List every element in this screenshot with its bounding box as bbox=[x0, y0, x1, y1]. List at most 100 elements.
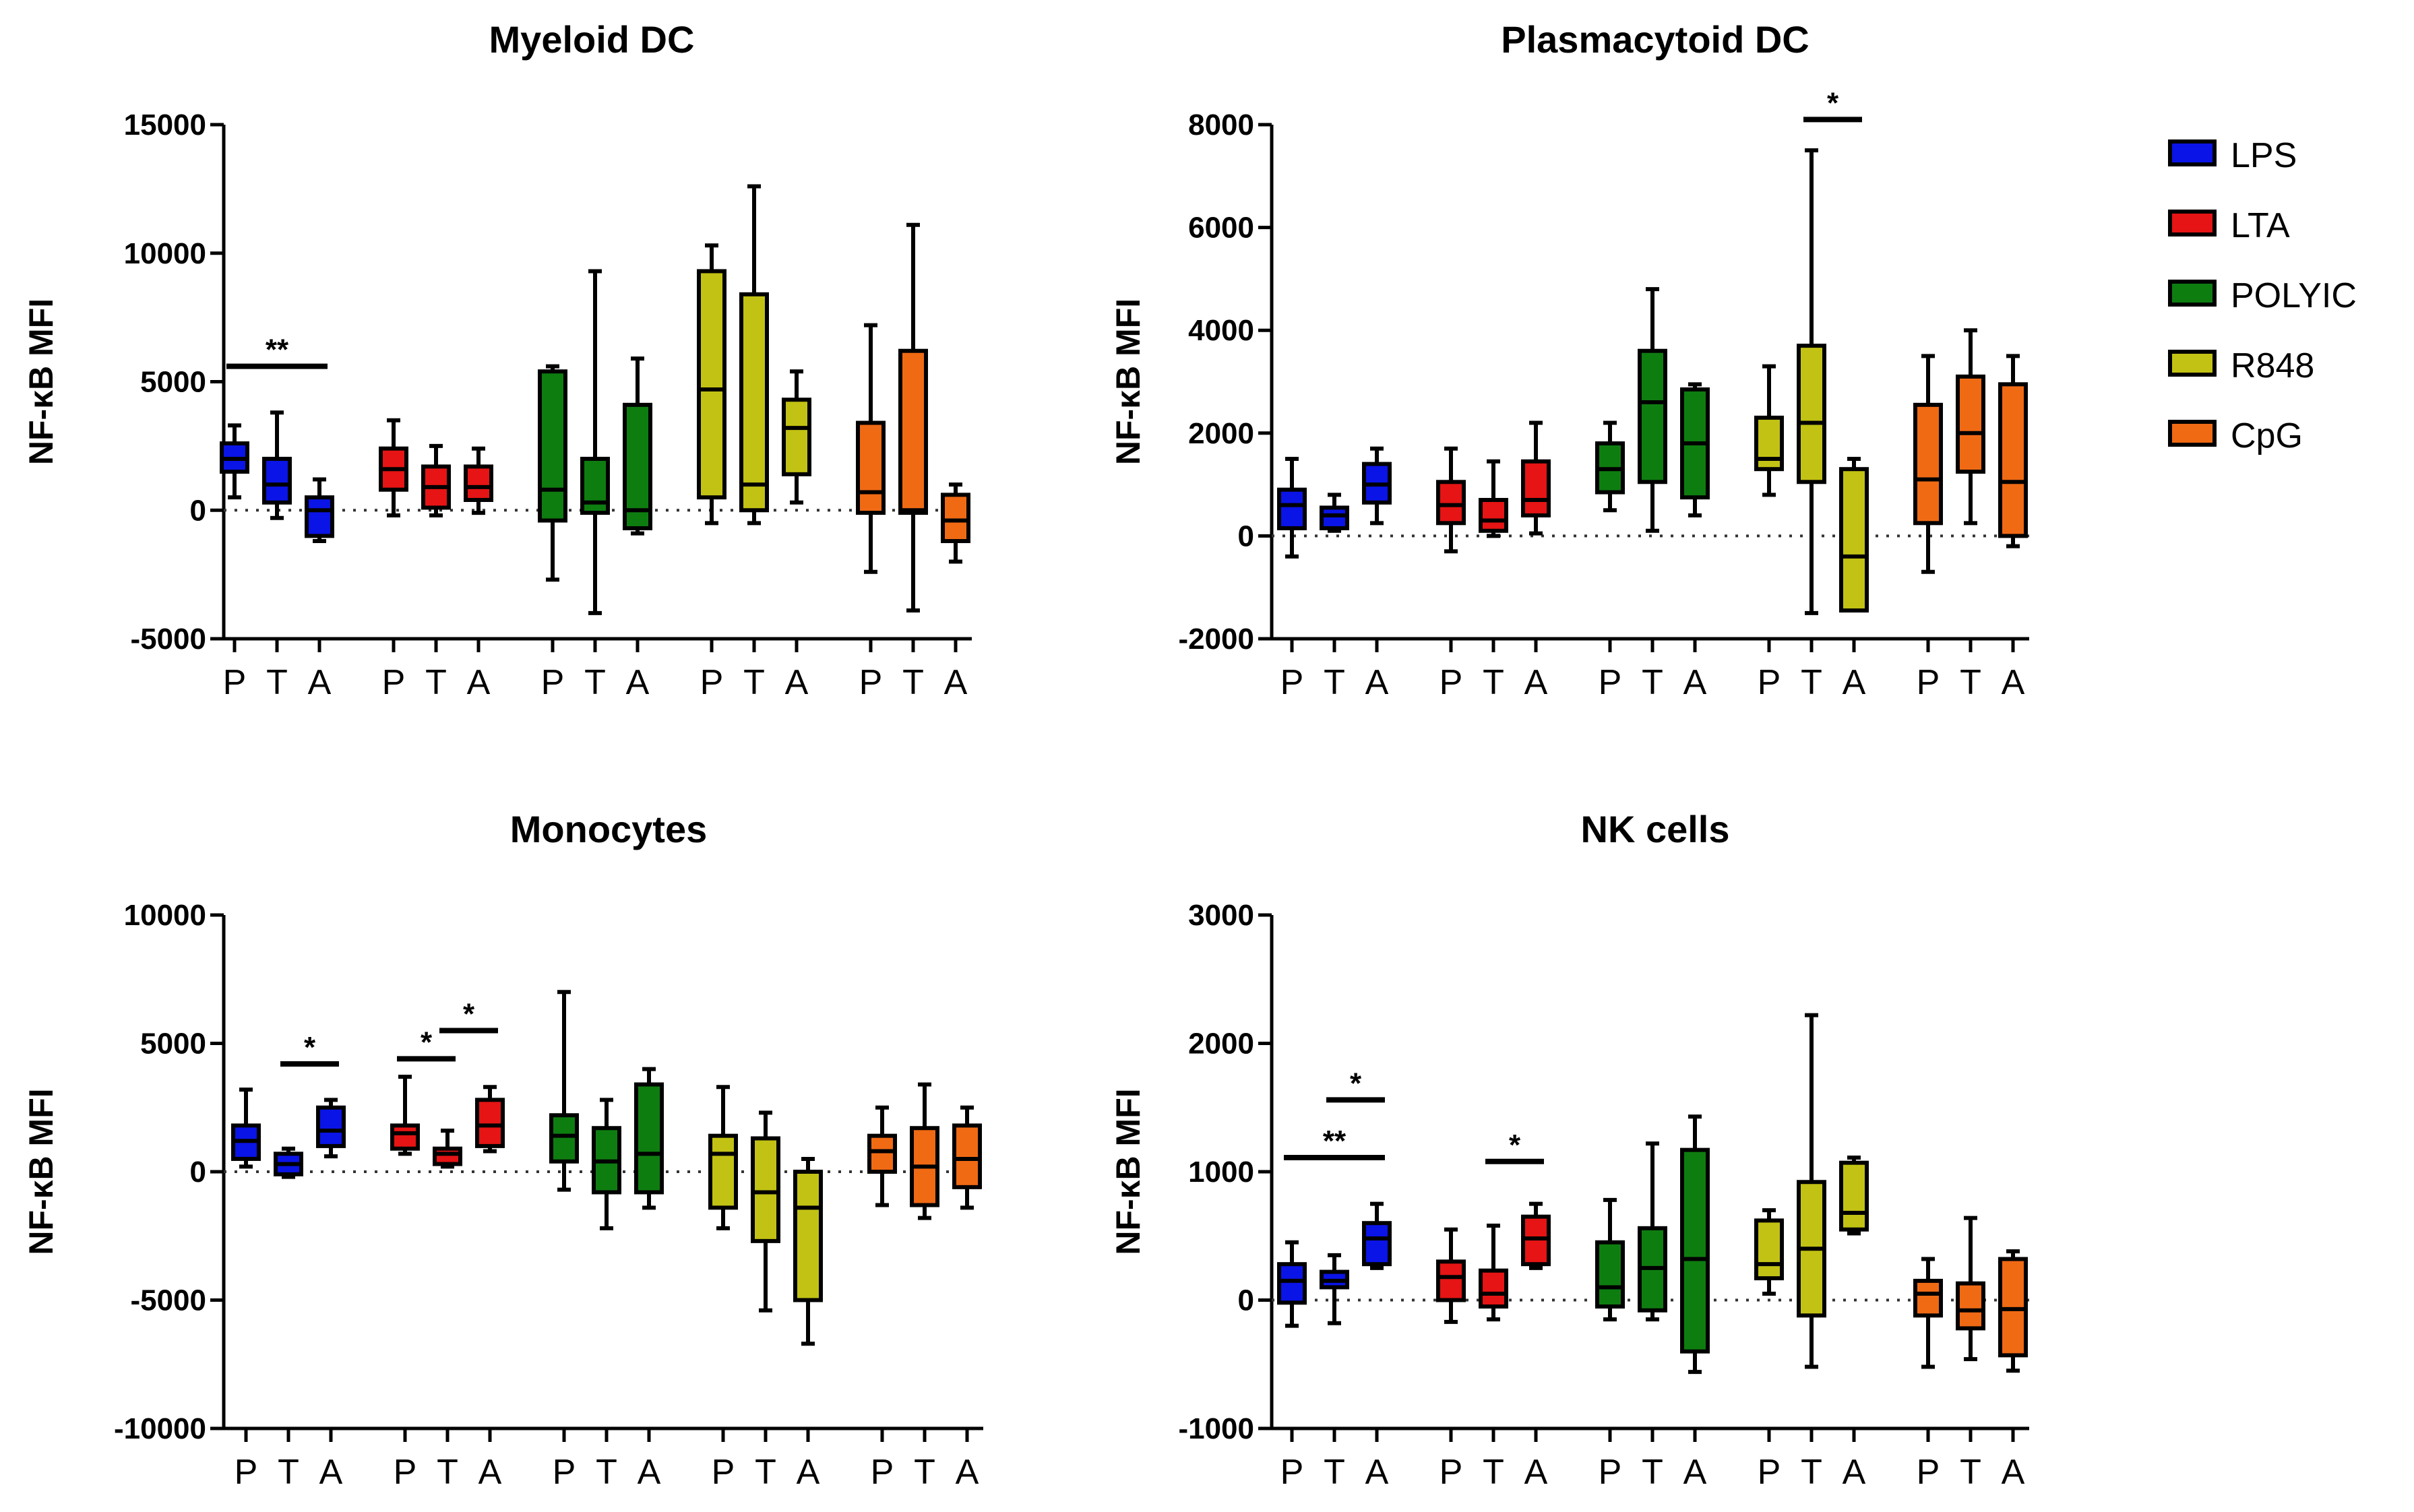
box-iqr bbox=[751, 1136, 780, 1243]
y-tick-label: 2000 bbox=[1188, 1028, 1254, 1061]
x-tick-label: P bbox=[553, 1453, 576, 1492]
x-tick-label: P bbox=[859, 663, 883, 702]
x-tick-label: P bbox=[1440, 1453, 1463, 1492]
box-iqr bbox=[793, 1170, 823, 1302]
x-tick-label: T bbox=[1960, 663, 1981, 702]
x-tick-label: A bbox=[467, 663, 491, 702]
x-tick-label: A bbox=[319, 1453, 343, 1492]
legend-swatch bbox=[2168, 350, 2217, 377]
significance-bracket: * bbox=[439, 997, 498, 1034]
y-tick-label: 0 bbox=[190, 1156, 206, 1189]
x-tick-label: P bbox=[394, 1453, 417, 1492]
box-cpg-a bbox=[1998, 1249, 2028, 1373]
box-r848-a bbox=[793, 1156, 823, 1346]
y-tick-label: 0 bbox=[1238, 519, 1254, 553]
x-tick-label: A bbox=[956, 1453, 979, 1492]
panel-plasmacytoid-dc: Plasmacytoid DC NF-κB MFI -2000 0 2000 4000 60… bbox=[1109, 18, 2029, 702]
y-tick-label: -5000 bbox=[130, 1284, 206, 1317]
significance-bracket: * bbox=[397, 1026, 456, 1062]
box-iqr bbox=[856, 420, 886, 515]
box-lta-a bbox=[464, 446, 493, 515]
box-r848-p bbox=[1754, 1208, 1784, 1296]
box-iqr bbox=[1956, 374, 1985, 474]
box-iqr bbox=[697, 269, 726, 500]
x-tick-label: P bbox=[1280, 663, 1304, 702]
y-tick-label: 15000 bbox=[124, 108, 206, 141]
legend-label: LPS bbox=[2231, 136, 2297, 175]
x-tick-label: T bbox=[1801, 663, 1822, 702]
box-lps-p bbox=[1277, 456, 1307, 559]
significance-label: * bbox=[1827, 86, 1839, 119]
legend-swatch bbox=[2168, 420, 2217, 447]
box-r848-a bbox=[1839, 456, 1869, 613]
box-r848-a bbox=[782, 369, 811, 505]
y-axis-label: NF-κB MFI bbox=[22, 1088, 60, 1255]
x-tick-label: A bbox=[1365, 1453, 1389, 1492]
legend-label: R848 bbox=[2231, 346, 2314, 385]
panel-title: Monocytes bbox=[510, 808, 708, 850]
x-tick-label: A bbox=[638, 1453, 661, 1492]
x-tick-label: T bbox=[743, 663, 765, 702]
box-iqr bbox=[1277, 1262, 1307, 1305]
box-cpg-p bbox=[1913, 354, 1943, 574]
box-iqr bbox=[1839, 467, 1869, 613]
x-tick-label: P bbox=[235, 1453, 258, 1492]
panel-title: Plasmacytoid DC bbox=[1501, 18, 1809, 61]
x-tick-label: A bbox=[797, 1453, 820, 1492]
box-iqr bbox=[475, 1098, 505, 1148]
box-iqr bbox=[1638, 348, 1667, 484]
x-tick-label: P bbox=[712, 1453, 735, 1492]
legend-item-lta: LTA bbox=[2168, 206, 2290, 245]
box-lta-p bbox=[1436, 1227, 1466, 1324]
box-lps-p bbox=[1277, 1240, 1307, 1328]
y-tick-label: 8000 bbox=[1188, 108, 1254, 141]
y-tick-label: -5000 bbox=[130, 623, 206, 656]
x-tick-label: T bbox=[266, 663, 288, 702]
box-lta-p bbox=[1436, 446, 1466, 554]
legend-swatch bbox=[2168, 210, 2217, 237]
box-lps-a bbox=[305, 477, 334, 544]
x-tick-label: T bbox=[755, 1453, 776, 1492]
y-tick-label: 1000 bbox=[1188, 1156, 1254, 1189]
box-polyic-t bbox=[1638, 1141, 1667, 1322]
legend-item-r848: R848 bbox=[2168, 346, 2314, 385]
panel-monocytes: Monocytes NF-κB MFI -10000 -5000 0 5000 10000 P… bbox=[22, 808, 983, 1492]
box-cpg-a bbox=[1998, 354, 2028, 548]
box-lps-p bbox=[231, 1088, 261, 1169]
box-iqr bbox=[262, 456, 292, 505]
box-iqr bbox=[634, 1082, 664, 1195]
box-lps-t bbox=[274, 1146, 303, 1179]
panel-title: Myeloid DC bbox=[489, 18, 695, 61]
box-iqr bbox=[1521, 459, 1551, 517]
x-tick-label: T bbox=[1642, 1453, 1663, 1492]
box-lta-t bbox=[1479, 1224, 1508, 1322]
box-r848-a bbox=[1839, 1156, 1869, 1236]
box-iqr bbox=[623, 402, 652, 530]
significance-label: ** bbox=[1323, 1125, 1347, 1158]
x-tick-label: T bbox=[584, 663, 606, 702]
box-iqr bbox=[1479, 497, 1508, 533]
x-tick-label: A bbox=[2002, 1453, 2025, 1492]
box-r848-p bbox=[708, 1085, 738, 1230]
y-tick-label: 3000 bbox=[1188, 899, 1254, 932]
x-tick-label: T bbox=[278, 1453, 299, 1492]
x-tick-label: P bbox=[382, 663, 406, 702]
box-polyic-p bbox=[549, 990, 579, 1192]
y-tick-label: 6000 bbox=[1188, 212, 1254, 245]
x-tick-label: P bbox=[1917, 663, 1940, 702]
box-iqr bbox=[305, 495, 334, 538]
y-tick-label: 4000 bbox=[1188, 314, 1254, 347]
box-iqr bbox=[1754, 1218, 1784, 1281]
box-iqr bbox=[1362, 1221, 1392, 1267]
box-lta-a bbox=[1521, 1201, 1551, 1270]
box-iqr bbox=[538, 369, 567, 523]
box-lta-t bbox=[421, 443, 451, 517]
box-iqr bbox=[1754, 415, 1784, 472]
x-tick-label: P bbox=[541, 663, 565, 702]
x-tick-label: A bbox=[308, 663, 332, 702]
legend-item-lps: LPS bbox=[2168, 136, 2297, 175]
y-axis-label: NF-κB MFI bbox=[1109, 298, 1147, 465]
x-tick-label: P bbox=[1758, 1453, 1781, 1492]
box-iqr bbox=[708, 1133, 738, 1210]
